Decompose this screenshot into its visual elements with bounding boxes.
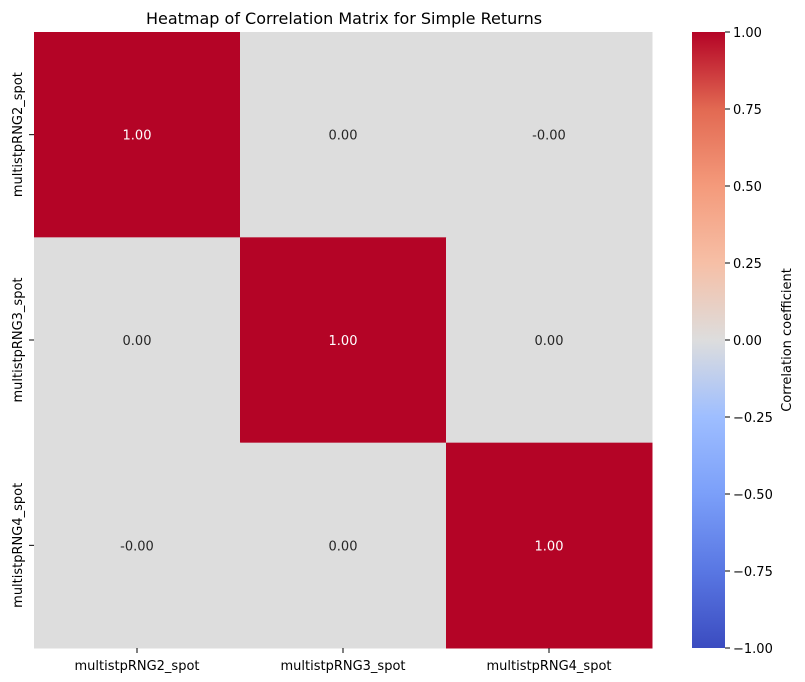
x-tick-label: multistpRNG3_spot — [280, 659, 405, 674]
colorbar-label: Correlation coefficient — [780, 268, 795, 412]
colorbar-tick-label: −0.25 — [733, 411, 773, 426]
cell-annotation: -0.00 — [120, 539, 154, 554]
x-tick-label: multistpRNG4_spot — [486, 659, 611, 674]
colorbar-tick-label: 0.50 — [733, 180, 762, 195]
y-tick-label: multistpRNG3_spot — [11, 277, 26, 402]
heatmap-cell — [240, 442, 447, 649]
cell-annotation: 1.00 — [535, 539, 564, 554]
heatmap-cell — [240, 237, 447, 444]
colorbar: 1.00 0.75 0.50 0.25 0.00 −0.25 −0.50 −0.75 −1.00… — [692, 26, 795, 657]
chart-title: Heatmap of Correlation Matrix for Simple… — [146, 9, 542, 28]
y-tick-label: multistpRNG4_spot — [11, 483, 26, 608]
heatmap-cell — [446, 442, 653, 649]
heatmap-cell — [446, 237, 653, 444]
colorbar-tick-label: 1.00 — [733, 26, 762, 41]
cell-annotation: -0.00 — [532, 129, 566, 144]
colorbar-tick-label: 0.00 — [733, 334, 762, 349]
y-tick-label: multistpRNG2_spot — [11, 72, 26, 197]
y-axis-ticks: multistpRNG2_spot multistpRNG3_spotmultis… — [11, 72, 34, 608]
colorbar-tick-label: −0.75 — [733, 565, 773, 580]
heatmap-cell — [34, 32, 241, 238]
heatmap-cells — [34, 32, 653, 649]
cell-annotation: 0.00 — [329, 129, 358, 144]
colorbar-tick-label: −0.50 — [733, 488, 773, 503]
heatmap-annotations: 1.00 0.00 -0.00 0.00 1.00 0.00 -0.00 0.00 1.00 — [120, 129, 566, 555]
colorbar-tick-label: −1.00 — [733, 642, 773, 657]
cell-annotation: 1.00 — [329, 334, 358, 349]
colorbar-ticks: 1.00 0.75 0.50 0.25 0.00 −0.25 −0.50 −0.75 −1.00 — [725, 26, 773, 657]
x-tick-label: multistpRNG2_spot — [74, 659, 199, 674]
cell-annotation: 0.00 — [535, 334, 564, 349]
cell-annotation: 0.00 — [123, 334, 152, 349]
cell-annotation: 1.00 — [123, 129, 152, 144]
colorbar-tick-label: 0.75 — [733, 103, 762, 118]
heatmap-cell — [34, 442, 241, 649]
x-axis-ticks: multistpRNG2_spot multistpRNG3_spot multis… — [74, 648, 612, 674]
colorbar-gradient — [692, 32, 725, 648]
cell-annotation: 0.00 — [329, 539, 358, 554]
colorbar-tick-label: 0.25 — [733, 257, 762, 272]
heatmap-cell — [34, 237, 241, 444]
heatmap-cell — [446, 32, 653, 238]
heatmap-cell — [240, 32, 447, 238]
